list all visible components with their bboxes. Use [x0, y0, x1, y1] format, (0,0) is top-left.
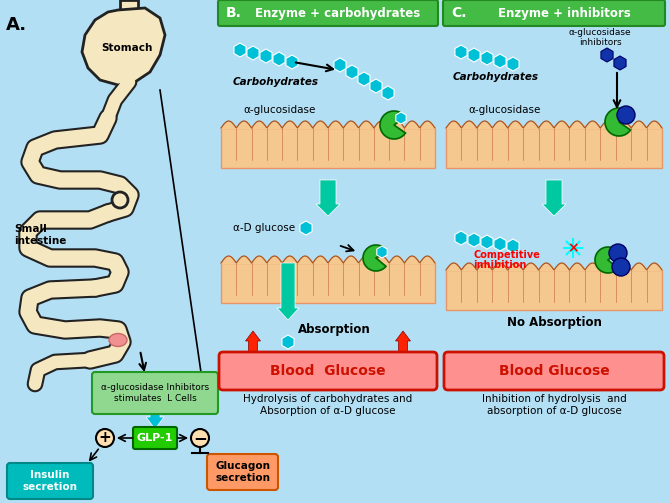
Polygon shape	[455, 231, 467, 245]
Polygon shape	[247, 46, 259, 60]
Polygon shape	[234, 43, 246, 57]
FancyBboxPatch shape	[7, 463, 93, 499]
FancyArrow shape	[246, 331, 260, 356]
Polygon shape	[396, 112, 406, 124]
FancyArrow shape	[630, 354, 644, 379]
Text: Carbohydrates: Carbohydrates	[453, 72, 539, 82]
Text: Small
intestine: Small intestine	[14, 224, 66, 246]
Bar	[446, 270, 662, 310]
Text: Enzyme + carbohydrates: Enzyme + carbohydrates	[256, 7, 421, 20]
Wedge shape	[363, 245, 386, 271]
FancyArrow shape	[464, 354, 478, 379]
FancyArrow shape	[277, 263, 299, 320]
Text: ×: ×	[567, 241, 579, 255]
Polygon shape	[358, 72, 370, 86]
Text: A.: A.	[6, 16, 27, 34]
Text: Absorption: Absorption	[298, 323, 371, 336]
Text: Blood  Glucose: Blood Glucose	[270, 364, 386, 378]
Text: inhibition: inhibition	[473, 260, 527, 270]
Polygon shape	[455, 45, 467, 59]
Circle shape	[191, 429, 209, 447]
Polygon shape	[507, 239, 519, 253]
Bar	[446, 128, 662, 168]
Text: α-glucosidase: α-glucosidase	[243, 105, 315, 115]
Polygon shape	[481, 51, 493, 65]
Text: Competitive: Competitive	[473, 250, 540, 260]
Text: α-glucosidase
inhibitors: α-glucosidase inhibitors	[569, 28, 632, 47]
Text: Insulin
secretion: Insulin secretion	[23, 470, 78, 492]
Text: Glucagon
secretion: Glucagon secretion	[215, 461, 270, 483]
Text: +: +	[98, 431, 111, 446]
Polygon shape	[382, 86, 394, 100]
Polygon shape	[507, 57, 519, 71]
Text: Blood Glucose: Blood Glucose	[498, 364, 609, 378]
Wedge shape	[595, 247, 618, 273]
FancyArrow shape	[146, 411, 164, 429]
Text: −: −	[193, 429, 207, 447]
FancyArrow shape	[395, 331, 411, 356]
Polygon shape	[494, 237, 506, 251]
Polygon shape	[300, 221, 312, 235]
Polygon shape	[273, 52, 285, 66]
Text: absorption of α-D glucose: absorption of α-D glucose	[486, 406, 622, 416]
Polygon shape	[481, 235, 493, 249]
Circle shape	[617, 106, 635, 124]
Text: α-D glucose: α-D glucose	[233, 223, 295, 233]
FancyArrow shape	[542, 180, 566, 216]
Polygon shape	[614, 56, 626, 70]
Polygon shape	[494, 54, 506, 68]
FancyBboxPatch shape	[444, 352, 664, 390]
Bar	[221, 263, 435, 303]
Wedge shape	[605, 108, 630, 136]
Polygon shape	[334, 58, 346, 72]
FancyBboxPatch shape	[92, 372, 218, 414]
Wedge shape	[380, 111, 405, 139]
Ellipse shape	[109, 333, 127, 347]
FancyBboxPatch shape	[218, 0, 438, 26]
Circle shape	[609, 244, 627, 262]
Bar	[221, 128, 435, 168]
Text: Hydrolysis of carbohydrates and: Hydrolysis of carbohydrates and	[244, 394, 413, 404]
Text: Inhibition of hydrolysis  and: Inhibition of hydrolysis and	[482, 394, 626, 404]
Polygon shape	[286, 55, 298, 69]
Text: Absorption of α-D glucose: Absorption of α-D glucose	[260, 406, 396, 416]
Polygon shape	[260, 49, 272, 63]
PathPatch shape	[82, 8, 165, 85]
FancyArrow shape	[316, 180, 340, 216]
Text: No Absorption: No Absorption	[506, 316, 601, 329]
Circle shape	[96, 429, 114, 447]
Text: GLP-1: GLP-1	[137, 433, 173, 443]
Text: B.: B.	[226, 6, 242, 20]
Polygon shape	[377, 246, 387, 258]
Bar	[120, 0, 138, 14]
Text: α-glucosidase Inhibitors
stimulates  L Cells: α-glucosidase Inhibitors stimulates L Ce…	[101, 383, 209, 403]
Polygon shape	[601, 48, 613, 62]
FancyBboxPatch shape	[443, 0, 665, 26]
Polygon shape	[370, 79, 382, 93]
Circle shape	[112, 192, 128, 208]
FancyBboxPatch shape	[133, 427, 177, 449]
Text: Carbohydrates: Carbohydrates	[233, 77, 319, 87]
Text: Stomach: Stomach	[101, 43, 153, 53]
FancyBboxPatch shape	[219, 352, 437, 390]
Polygon shape	[468, 48, 480, 62]
Text: Enzyme + inhibitors: Enzyme + inhibitors	[498, 7, 630, 20]
Circle shape	[612, 258, 630, 276]
Polygon shape	[346, 65, 358, 79]
Polygon shape	[282, 335, 294, 349]
Text: C.: C.	[451, 6, 466, 20]
Text: α-glucosidase: α-glucosidase	[468, 105, 541, 115]
FancyBboxPatch shape	[207, 454, 278, 490]
Polygon shape	[468, 233, 480, 247]
